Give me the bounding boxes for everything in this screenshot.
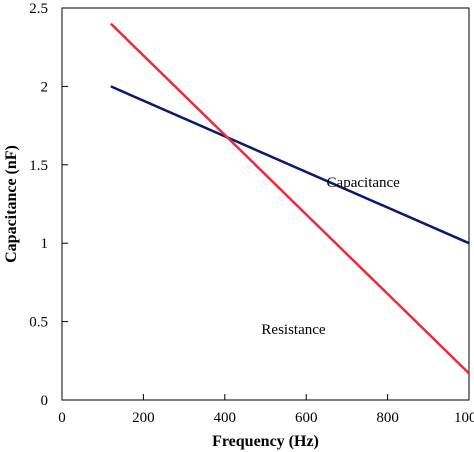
- series-label-capacitance: Capacitance: [327, 175, 401, 191]
- series-line-capacitance: [110, 85, 470, 245]
- plot-area: [61, 7, 470, 401]
- series-labels: Capacitance Resistance: [261, 175, 400, 338]
- x-axis-title: Frequency (Hz): [212, 433, 319, 450]
- y-tick-label: 1: [41, 236, 49, 252]
- y-axis-ticks: 0 0.5 1 1.5 2 2.5: [29, 1, 68, 409]
- y-tick-label: 0.5: [29, 315, 48, 331]
- y-tick-label: 0: [41, 393, 49, 409]
- x-tick-label: 600: [295, 410, 318, 426]
- series-label-resistance: Resistance: [261, 322, 325, 338]
- x-tick-label: 0: [58, 410, 66, 426]
- y-tick-label: 2: [41, 79, 49, 95]
- x-tick-label: 200: [132, 410, 155, 426]
- y-tick-label: 2.5: [29, 1, 48, 17]
- x-tick-label: 800: [376, 410, 399, 426]
- series-line-resistance: [109, 22, 470, 375]
- plot-frame: [61, 7, 470, 401]
- y-axis-title: Capacitance (nF): [3, 145, 20, 263]
- y-tick-label: 1.5: [29, 158, 48, 174]
- x-tick-label: 400: [214, 410, 237, 426]
- series-lines: [109, 22, 470, 375]
